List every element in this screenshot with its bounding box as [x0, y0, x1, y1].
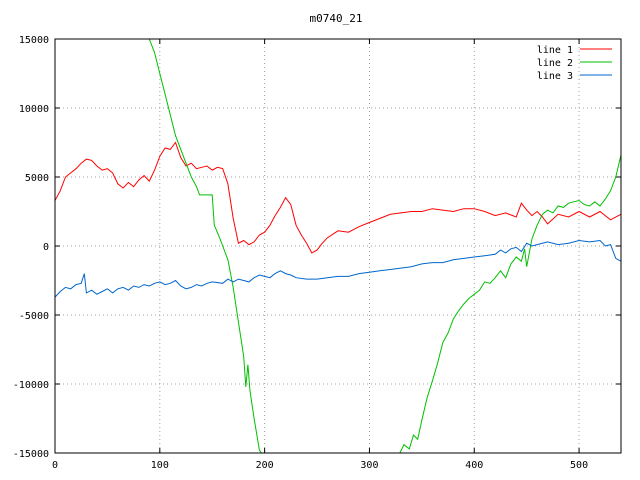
y-tick-label: -10000	[13, 380, 49, 391]
legend-label: line 3	[537, 71, 573, 82]
series-line-3	[55, 239, 621, 298]
y-tick-label: -15000	[13, 449, 49, 460]
x-tick-label: 0	[52, 460, 58, 471]
x-tick-label: 200	[256, 460, 274, 471]
y-tick-label: 10000	[19, 104, 49, 115]
legend: line 1 line 2 line 3	[537, 45, 612, 82]
series-line-1	[55, 141, 621, 254]
x-tick-label: 500	[570, 460, 588, 471]
plot-frame	[54, 38, 622, 454]
series-layer	[55, 39, 621, 453]
series-line-2	[399, 154, 621, 453]
legend-label: line 1	[537, 45, 573, 56]
legend-label: line 2	[537, 58, 573, 69]
x-tick-label: 300	[360, 460, 378, 471]
axis-ticks: 0 100 200 300 400 500 -15000 -10000 -5000 0 5000 10…	[13, 35, 621, 471]
series-line-2	[148, 39, 262, 453]
y-tick-label: -5000	[19, 311, 49, 322]
chart-title: m0740_21	[310, 12, 363, 25]
y-tick-label: 0	[43, 242, 49, 253]
grid-lines	[55, 39, 621, 453]
y-tick-label: 15000	[19, 35, 49, 46]
x-tick-label: 100	[151, 460, 169, 471]
x-tick-label: 400	[465, 460, 483, 471]
y-tick-label: 5000	[25, 173, 49, 184]
